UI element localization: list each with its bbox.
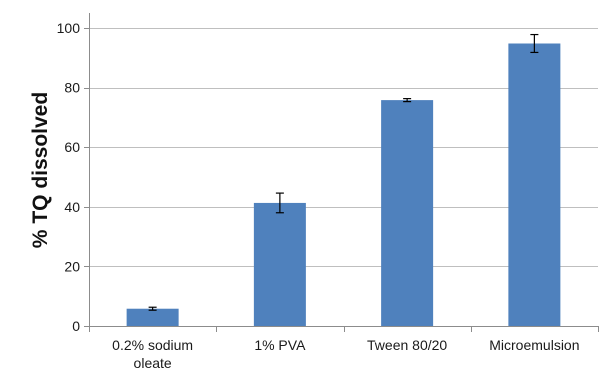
x-category-label: Microemulsion xyxy=(489,337,579,353)
x-category-label: 1% PVA xyxy=(254,337,306,353)
axes xyxy=(84,13,599,332)
y-tick-labels: 0 20 40 60 80 100 xyxy=(57,20,81,334)
x-category-label-line: Microemulsion xyxy=(489,337,579,353)
bars xyxy=(126,43,561,326)
y-tick-label: 0 xyxy=(72,318,80,334)
y-axis-title: % TQ dissolved xyxy=(29,92,52,248)
y-tick-label: 40 xyxy=(64,199,80,215)
bar xyxy=(253,202,306,326)
x-category-label: Tween 80/20 xyxy=(367,337,447,353)
bar xyxy=(381,100,434,326)
bar xyxy=(126,308,179,326)
x-category-label-line: 1% PVA xyxy=(254,337,306,353)
x-category-label: 0.2% sodium oleate xyxy=(112,337,193,371)
x-category-label-line: Tween 80/20 xyxy=(367,337,447,353)
error-bars xyxy=(148,33,539,311)
y-tick-label: 80 xyxy=(64,80,80,96)
y-tick-label: 60 xyxy=(64,139,80,155)
y-tick-label: 20 xyxy=(64,258,80,274)
y-tick-label: 100 xyxy=(57,20,81,36)
bar xyxy=(508,43,561,326)
x-category-labels: 0.2% sodium oleate 1% PVA Tween 80/20 Microe… xyxy=(112,337,579,371)
x-category-label-line: 0.2% sodium xyxy=(112,337,193,353)
x-category-label-line: oleate xyxy=(134,355,172,371)
